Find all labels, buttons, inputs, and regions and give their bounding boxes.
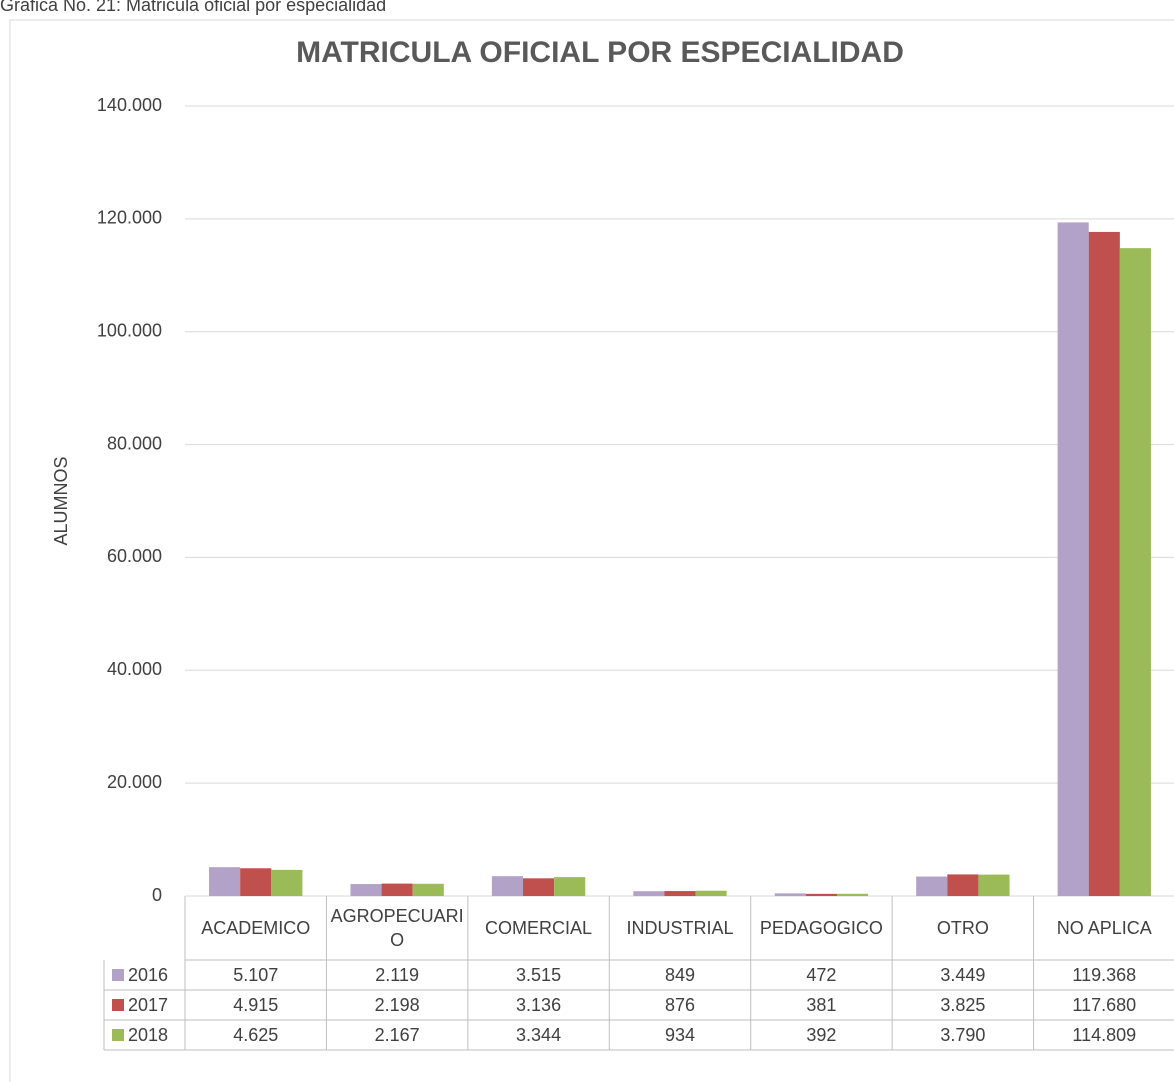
- y-tick-label: 60.000: [107, 546, 162, 566]
- data-label: 472: [806, 965, 837, 985]
- bar: [1119, 248, 1151, 896]
- category-label: COMERCIAL: [485, 918, 593, 938]
- chart-title: MATRICULA OFICIAL POR ESPECIALIDAD: [296, 36, 904, 69]
- data-label: 114.809: [1072, 1025, 1137, 1045]
- data-label: 392: [806, 1025, 837, 1045]
- data-label: 4.915: [233, 995, 279, 1015]
- y-tick-label: 100.000: [97, 320, 162, 340]
- data-label: 381: [806, 995, 837, 1015]
- legend-label: 2018: [128, 1025, 168, 1045]
- legend-label: 2017: [128, 995, 168, 1015]
- data-label: 4.625: [233, 1025, 279, 1045]
- legend-swatch: [112, 1029, 124, 1041]
- legend-swatch: [112, 999, 124, 1011]
- data-label: 3.515: [516, 965, 562, 985]
- y-tick-label: 40.000: [107, 659, 162, 679]
- category-label: PEDAGOGICO: [759, 918, 883, 938]
- y-axis-label: ALUMNOS: [51, 456, 71, 545]
- bar: [350, 884, 382, 896]
- data-label: 5.107: [233, 965, 279, 985]
- data-label: 876: [664, 995, 696, 1015]
- y-tick-label: 80.000: [107, 433, 162, 453]
- data-label: 3.344: [516, 1025, 562, 1045]
- bar: [805, 893, 837, 896]
- category-label: ACADEMICO: [201, 918, 311, 938]
- legend-swatch: [112, 969, 124, 981]
- bar: [1088, 231, 1120, 896]
- bar: [523, 878, 555, 896]
- bar: [271, 869, 303, 896]
- bar: [491, 876, 524, 896]
- data-label: 934: [664, 1025, 696, 1045]
- bar: [554, 877, 586, 896]
- data-label: 2.198: [374, 995, 420, 1015]
- bar: [916, 876, 948, 896]
- data-label: 117.680: [1072, 995, 1137, 1015]
- bar: [1057, 222, 1089, 896]
- category-label: AGROPECUARIO: [330, 906, 464, 950]
- bar: [774, 893, 806, 896]
- category-label: OTRO: [936, 918, 989, 938]
- bar: [381, 883, 413, 896]
- bar: [947, 874, 979, 896]
- data-label: 2.119: [375, 965, 419, 985]
- data-label: 849: [664, 965, 696, 985]
- bar: [695, 890, 727, 896]
- data-label: 3.449: [940, 965, 986, 985]
- bar: [836, 893, 869, 896]
- category-label: NO APLICA: [1056, 918, 1152, 938]
- bar: [633, 891, 665, 896]
- legend-label: 2016: [128, 965, 168, 985]
- data-label: 3.136: [516, 995, 562, 1015]
- chart-border: [9, 19, 1174, 1082]
- y-tick-label: 0: [152, 885, 162, 905]
- caption: Gráfica No. 21: Matricula oficial por es…: [0, 0, 386, 15]
- bar: [209, 867, 241, 896]
- bar: [240, 868, 272, 896]
- y-tick-label: 140.000: [97, 95, 162, 115]
- bar: [412, 883, 444, 896]
- data-label: 3.790: [940, 1025, 986, 1045]
- data-label: 119.368: [1072, 965, 1137, 985]
- data-label: 2.167: [374, 1025, 420, 1045]
- y-tick-label: 120.000: [97, 208, 162, 228]
- y-tick-label: 20.000: [107, 772, 162, 792]
- bar: [978, 874, 1010, 896]
- data-label: 3.825: [940, 995, 986, 1015]
- bar: [664, 891, 696, 896]
- category-label: INDUSTRIAL: [626, 918, 734, 938]
